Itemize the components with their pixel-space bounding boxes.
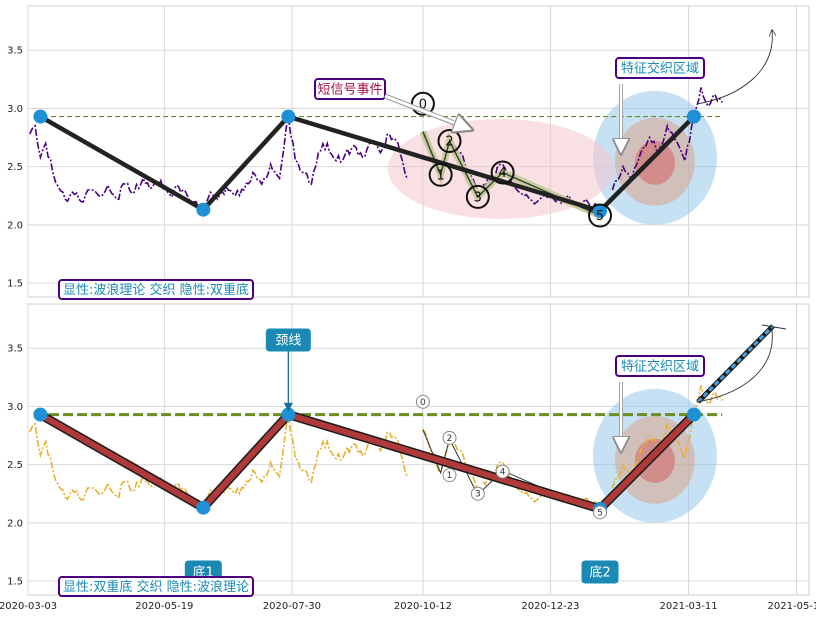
bottom2-label-box (581, 560, 619, 584)
wave-number-label: 0 (420, 398, 426, 408)
y-tick-label: 1.5 (7, 577, 23, 588)
pivot-point (33, 109, 48, 124)
short-signal-arrow (384, 94, 470, 129)
wave-number-circle (490, 160, 515, 185)
wave-number-circle (470, 486, 485, 501)
y-tick-label: 1.5 (7, 279, 23, 290)
bottom2-label: 底2 (589, 565, 610, 581)
wave-number-circle (495, 464, 510, 479)
wave-number-label: 4 (500, 468, 506, 478)
wave-number-label: 0 (419, 97, 427, 112)
pivot-point (593, 203, 608, 218)
wave-number-circle (410, 91, 435, 116)
wave-number-circle (415, 394, 430, 409)
y-tick-label: 3.5 (7, 46, 23, 57)
wave-number-label: 1 (436, 168, 444, 183)
wave-number-label: 5 (596, 209, 604, 224)
wave-number-circle (437, 129, 462, 154)
pattern-caption: 显性:波浪理论 交织 隐性:双重底 (63, 282, 249, 298)
wave-number-circle (593, 505, 608, 520)
wave-number-label: 2 (447, 434, 453, 444)
wave-number-label: 5 (597, 508, 603, 518)
wave-number-circle (465, 184, 490, 209)
feature-zone-label-box (615, 355, 705, 377)
x-tick-label: 2020-12-23 (521, 601, 579, 612)
pivot-point (281, 109, 296, 124)
x-tick-label: 2021-03-11 (660, 601, 718, 612)
y-tick-label: 2.0 (7, 518, 23, 529)
wave-number-label: 1 (447, 471, 453, 481)
pivot-point (686, 109, 701, 124)
x-tick-label: 2020-05-19 (135, 601, 193, 612)
pivot-point (686, 407, 701, 422)
pattern-caption-box (58, 576, 254, 597)
y-tick-label: 3.0 (7, 402, 23, 413)
target-arrow (696, 329, 773, 403)
short-signal-label-box (314, 78, 386, 100)
short-signal-label: 短信号事件 (317, 83, 382, 98)
target-inner-ring (634, 140, 675, 185)
pivot-point (196, 500, 211, 515)
wave-number-label: 3 (475, 490, 481, 500)
bottom-panel: 2020-03-03 2020-05-19 2020-07-30 2020-10-12… (0, 303, 816, 612)
wave-number-circle (442, 468, 457, 483)
x-tick-label: 2020-10-12 (394, 601, 452, 612)
feature-zone-label-box (615, 57, 705, 79)
pivot-point (196, 202, 211, 217)
y-tick-label: 2.0 (7, 220, 23, 231)
wave-number-label: 2 (445, 135, 453, 150)
pattern-caption-box (58, 279, 254, 300)
y-tick-label: 3.0 (7, 104, 23, 115)
target-arrow (696, 30, 772, 105)
feature-zone-label: 特征交织区域 (621, 61, 699, 77)
projection-cap (761, 324, 787, 330)
feature-zone-label: 特征交织区域 (621, 359, 699, 375)
wave-number-circle (588, 203, 613, 228)
pattern-caption: 显性:双重底 交织 隐性:波浪理论 (63, 579, 249, 595)
neckline-label: 颈线 (275, 334, 301, 349)
y-tick-label: 3.5 (7, 344, 23, 355)
wave-number-label: 3 (474, 190, 482, 205)
x-tick-label: 2020-07-30 (263, 601, 321, 612)
top-panel: 1.5 2.0 2.5 3.0 3.5 0 1 2 3 4 5 短信号事件 特征交织区域显性:波浪理论 … (7, 5, 810, 300)
x-tick-label: 2021-05-11 (768, 601, 816, 612)
wave-number-label: 4 (498, 166, 506, 181)
projection-line (696, 324, 775, 404)
pivot-point (33, 407, 48, 422)
wave-number-circle (442, 430, 457, 445)
y-tick-label: 2.5 (7, 460, 23, 471)
x-tick-label: 2020-03-03 (0, 601, 57, 612)
wave-number-circle (428, 162, 453, 187)
y-tick-label: 2.5 (7, 162, 23, 173)
